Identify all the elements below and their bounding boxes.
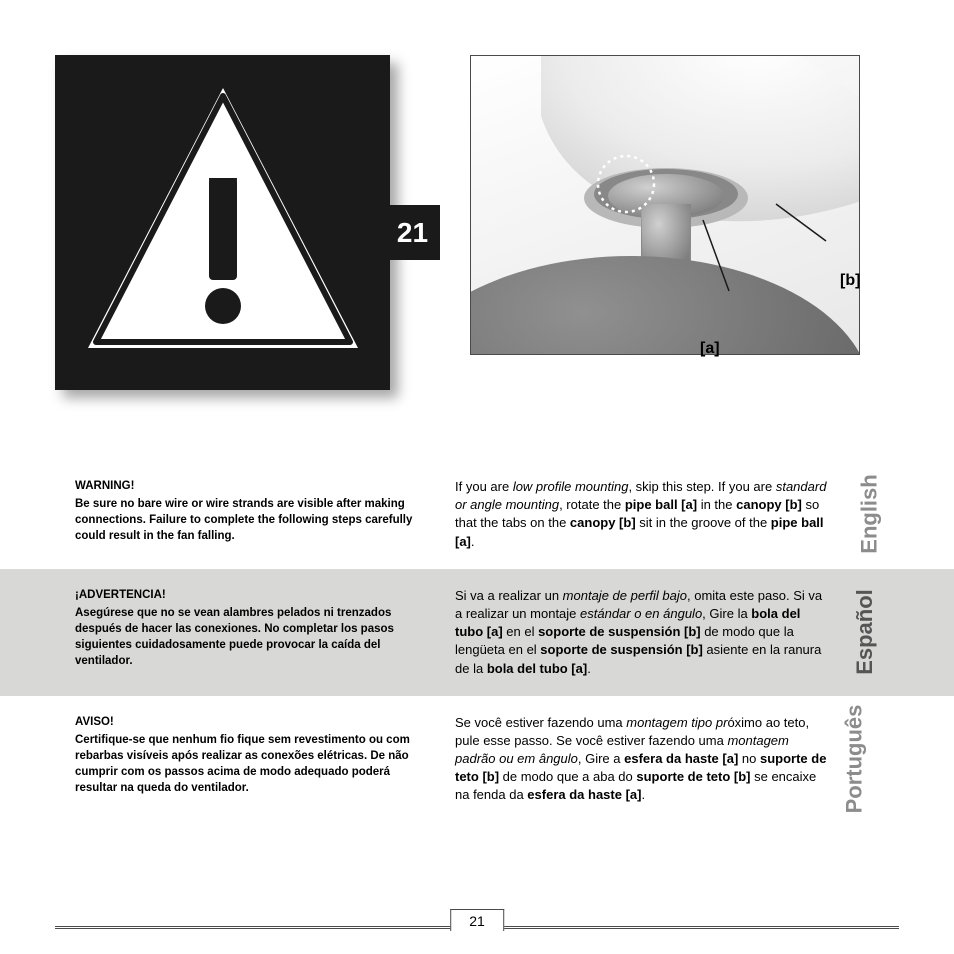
text: , rotate the [559, 497, 625, 512]
text: Se você estiver fazendo uma [455, 715, 626, 730]
warning-title-en: WARNING! [75, 478, 435, 494]
text: no [738, 751, 760, 766]
section-english: WARNING! Be sure no bare wire or wire st… [55, 460, 899, 569]
text: . [587, 661, 591, 676]
text: estándar o en ángulo [580, 606, 702, 621]
figure-row: 21 [55, 55, 899, 390]
warning-spanish: ¡ADVERTENCIA! Asegúrese que no se vean a… [75, 587, 455, 678]
text: in the [697, 497, 736, 512]
warning-title-es: ¡ADVERTENCIA! [75, 587, 435, 603]
warning-icon-box [55, 55, 390, 390]
lang-tab-english: English [856, 475, 882, 554]
text: suporte de teto [b] [636, 769, 750, 784]
text: bola del tubo [a] [487, 661, 587, 676]
text: pipe ball [a] [625, 497, 697, 512]
section-spanish: ¡ADVERTENCIA! Asegúrese que no se vean a… [0, 569, 954, 696]
text: esfera da haste [a] [527, 787, 641, 802]
text: , skip this step. If you are [628, 479, 775, 494]
instructions-english: If you are low profile mounting, skip th… [455, 478, 899, 551]
diagram-label-b: [b] [840, 272, 860, 290]
text: montaje de perfil bajo [563, 588, 687, 603]
text: . [471, 534, 475, 549]
instructions-spanish: Si va a realizar un montaje de perfil ba… [455, 587, 899, 678]
diagram-label-a: [a] [700, 340, 720, 358]
text: Si va a realizar un [455, 588, 563, 603]
text: , Gire la [702, 606, 751, 621]
warning-triangle-icon [78, 78, 368, 368]
manual-page: 21 [0, 0, 954, 954]
text: de modo que a aba do [499, 769, 636, 784]
text: en el [503, 624, 538, 639]
assembly-diagram [470, 55, 860, 355]
warning-english: WARNING! Be sure no bare wire or wire st… [75, 478, 455, 551]
text: sit in the groove of the [636, 515, 771, 530]
warning-portuguese: AVISO! Certifique-se que nenhum fio fiqu… [75, 714, 455, 805]
warning-body-pt: Certifique-se que nenhum fio fique sem r… [75, 732, 435, 796]
instructions-portuguese: Se você estiver fazendo uma montagem tip… [455, 714, 899, 805]
lang-tab-spanish: Español [852, 589, 878, 675]
text: esfera da haste [a] [624, 751, 738, 766]
page-number: 21 [450, 909, 504, 931]
warning-body-es: Asegúrese que no se vean alambres pelado… [75, 605, 435, 669]
text: , Gire a [578, 751, 624, 766]
text: soporte de suspensión [b] [538, 624, 701, 639]
text: . [641, 787, 645, 802]
page-footer: 21 [55, 926, 899, 929]
text: canopy [b] [570, 515, 636, 530]
text: canopy [b] [736, 497, 802, 512]
lang-tab-portuguese: Português [842, 705, 868, 814]
diagram-container: 21 [440, 55, 899, 390]
text: If you are [455, 479, 513, 494]
section-portuguese: AVISO! Certifique-se que nenhum fio fiqu… [55, 696, 899, 823]
text: montagem tipo pr [626, 715, 727, 730]
warning-body-en: Be sure no bare wire or wire strands are… [75, 496, 435, 544]
text: low profile mounting [513, 479, 629, 494]
warning-title-pt: AVISO! [75, 714, 435, 730]
text: soporte de suspensión [b] [540, 642, 703, 657]
step-number-badge: 21 [385, 205, 440, 260]
